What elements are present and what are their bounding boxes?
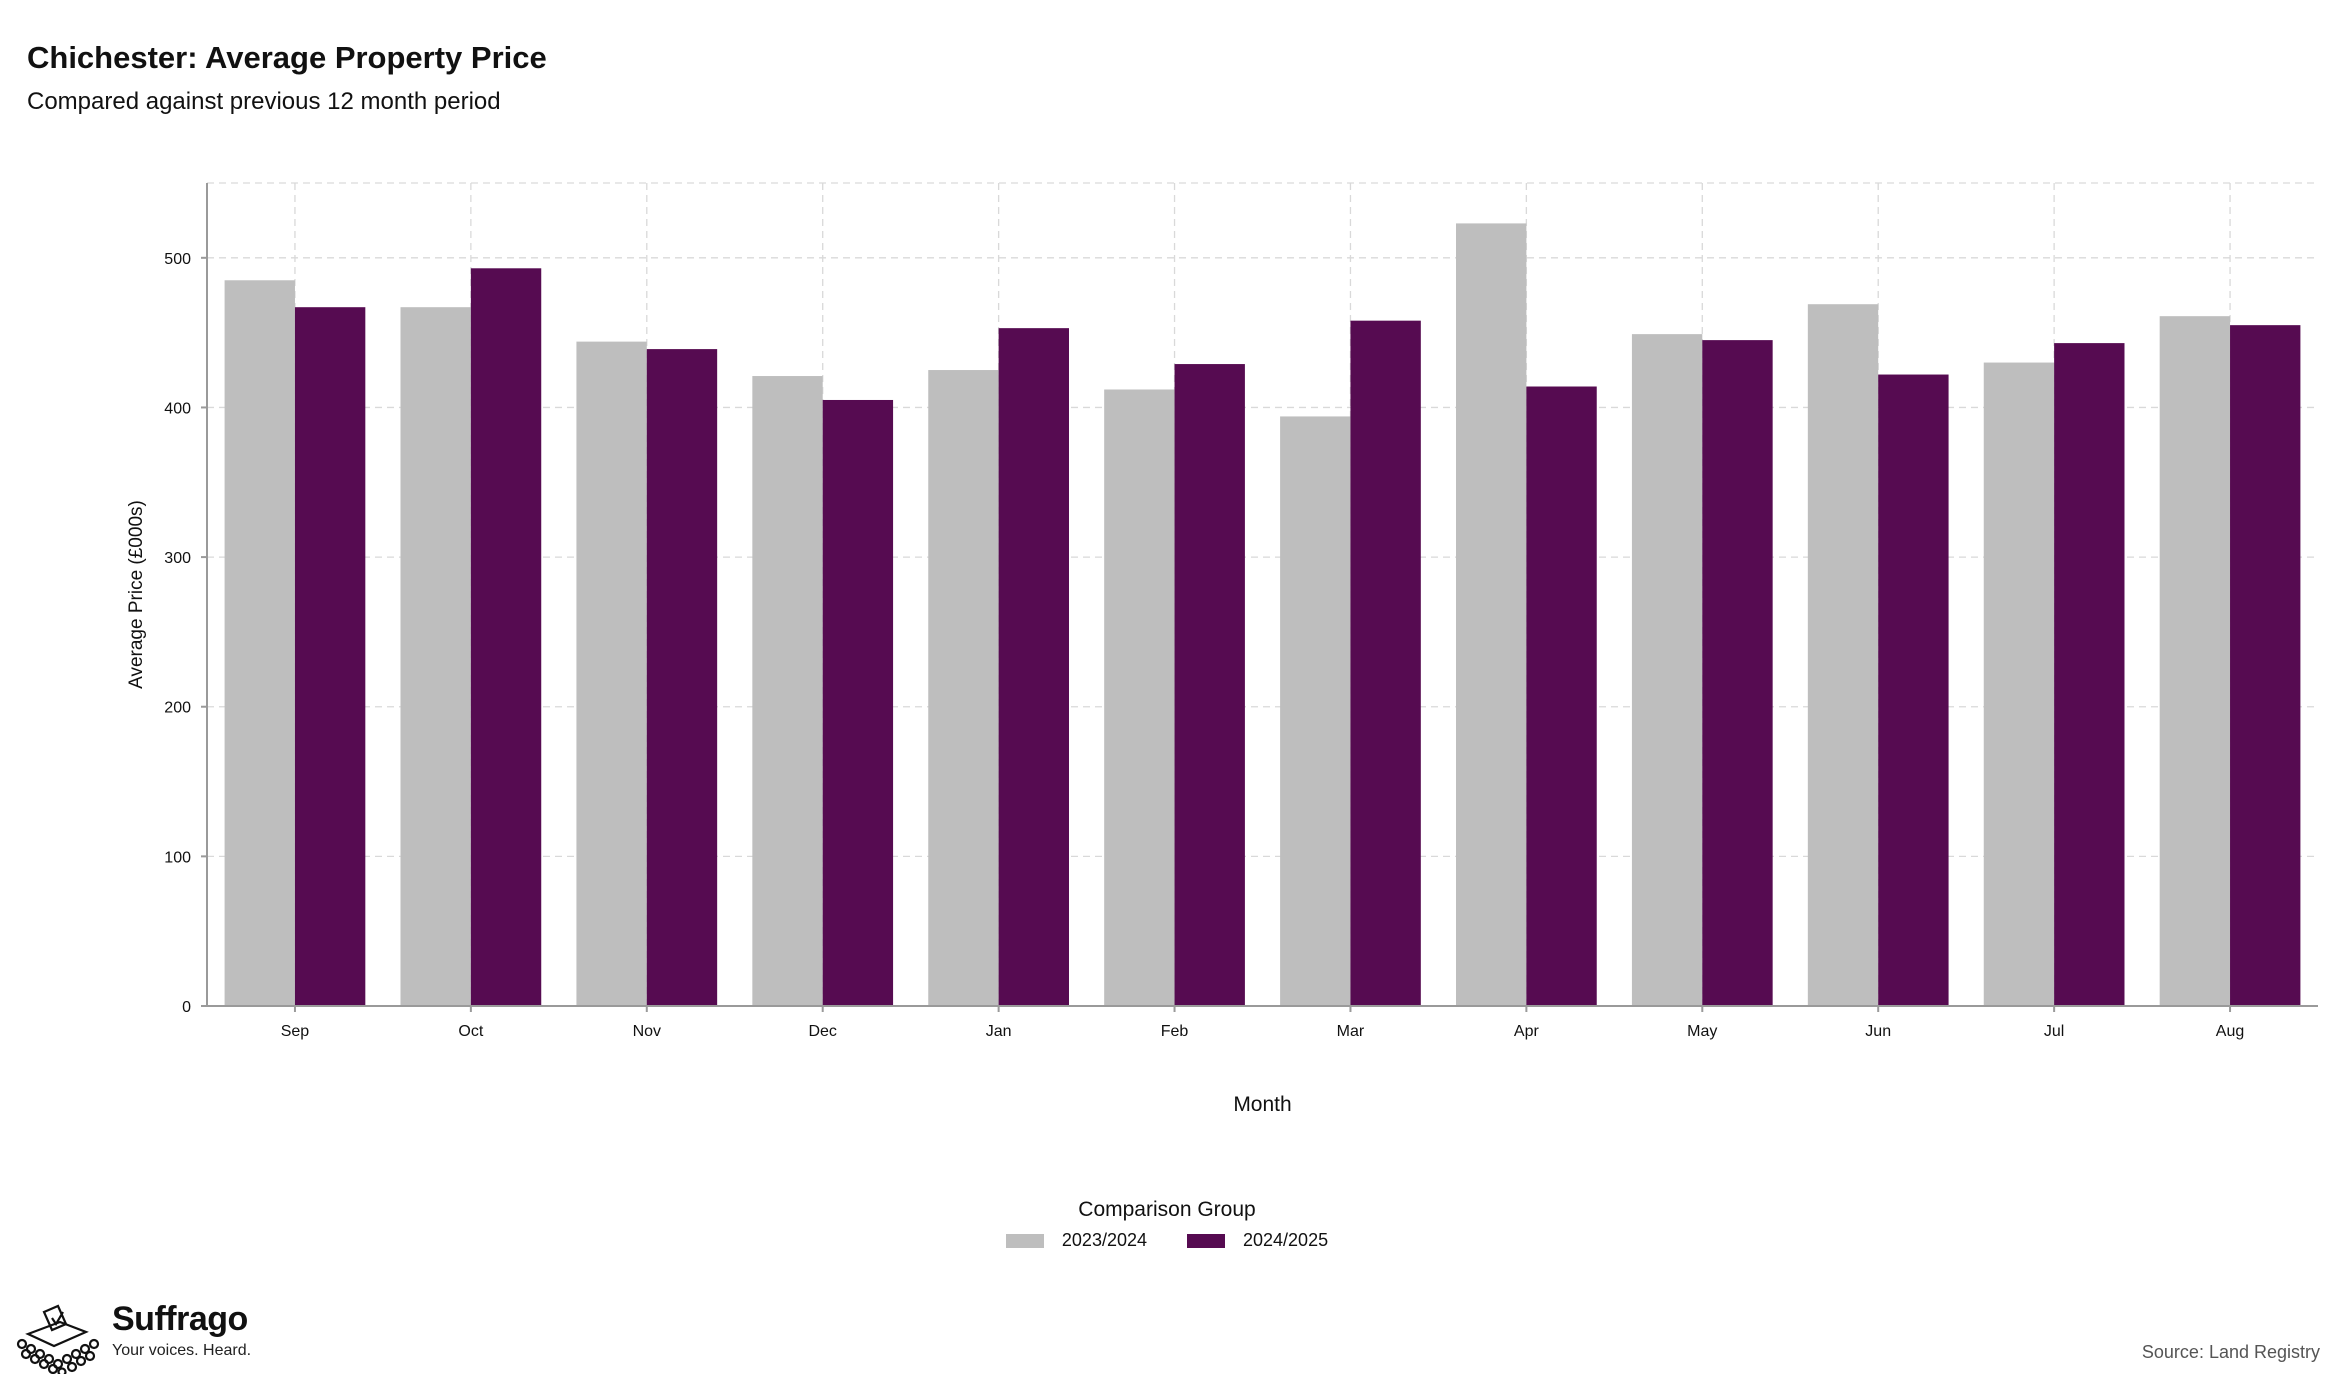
bar-jul-2023-2024 [1983,362,2055,1007]
legend-title: Comparison Group [1078,1198,1256,1221]
bar-aug-2024-2025 [2230,325,2301,1006]
brand-text: Suffrago Your voices. Heard. [112,1300,251,1360]
legend-items: 2023/2024 2024/2025 [0,1230,2334,1251]
bar-feb-2024-2025 [1174,364,1245,1006]
bar-may-2024-2025 [1702,340,1773,1007]
axes [201,183,2318,1012]
axis-labels: 0 100 200 300 400 500 Sep Oct Nov Dec Jan Feb Mar Apr… [126,251,2244,1116]
bar-aug-2023-2024 [2159,316,2231,1006]
x-tick-label-feb: Feb [1161,1023,1189,1040]
x-tick-label-dec: Dec [808,1023,836,1040]
bar-dec-2024-2025 [822,399,894,1006]
brand-tagline: Your voices. Heard. [112,1342,252,1359]
bar-oct-2024-2025 [470,268,542,1006]
bar-jun-2023-2024 [1807,304,1879,1006]
y-tick-label-300: 300 [164,550,191,567]
x-tick-label-jan: Jan [986,1023,1012,1040]
bar-feb-2023-2024 [1104,389,1175,1006]
bar-apr-2024-2025 [1526,386,1597,1006]
x-tick-label-jul: Jul [2044,1023,2064,1040]
ballot-box-crowd-icon [16,1304,100,1374]
legend: Comparison Group 2023/2024 2024/2025 [0,1198,2334,1251]
bar-nov-2023-2024 [576,341,647,1007]
bar-mar-2023-2024 [1280,416,1351,1006]
bar-may-2023-2024 [1631,334,1703,1007]
legend-item-2024-2025: 2024/2025 [1187,1230,1328,1251]
bar-apr-2023-2024 [1456,223,1527,1006]
brand: Suffrago Your voices. Heard. [14,1294,251,1374]
x-tick-label-sep: Sep [281,1023,310,1040]
legend-item-2023-2024: 2023/2024 [1005,1230,1147,1251]
x-tick-label-mar: Mar [1337,1023,1365,1040]
bar-jun-2024-2025 [1878,374,1949,1006]
bars [224,223,2301,1007]
bar-sep-2024-2025 [294,307,366,1006]
y-tick-label-500: 500 [164,251,191,268]
chart-subtitle: Compared against previous 12 month perio… [27,88,501,115]
source-note: Source: Land Registry [2141,1342,2320,1362]
chart-title: Chichester: Average Property Price [27,40,547,75]
brand-name: Suffrago [112,1300,248,1338]
bar-mar-2024-2025 [1350,320,1421,1006]
x-tick-label-aug: Aug [2216,1023,2244,1040]
bar-oct-2023-2024 [400,307,471,1006]
y-axis-title: Average Price (£000s) [126,500,147,689]
legend-label-2023-2024: 2023/2024 [1061,1230,1147,1250]
bar-jul-2024-2025 [2054,343,2125,1006]
legend-swatch-2023-2024 [1005,1233,1044,1248]
bar-sep-2023-2024 [224,280,295,1006]
bar-jan-2023-2024 [928,370,999,1007]
x-tick-label-may: May [1687,1023,1717,1040]
legend-swatch-2024-2025 [1187,1233,1225,1248]
y-tick-label-400: 400 [164,400,191,417]
x-tick-label-apr: Apr [1514,1023,1540,1040]
bar-jan-2024-2025 [998,328,1069,1006]
x-tick-label-oct: Oct [458,1023,483,1040]
y-tick-label-200: 200 [164,700,191,717]
x-axis-title: Month [1233,1093,1291,1116]
bar-dec-2023-2024 [752,376,823,1007]
bar-nov-2024-2025 [646,349,718,1006]
x-tick-label-jun: Jun [1865,1023,1891,1040]
x-tick-label-nov: Nov [633,1023,661,1040]
y-tick-label-0: 0 [182,999,191,1016]
legend-label-2024-2025: 2024/2025 [1243,1230,1329,1250]
y-tick-label-100: 100 [164,849,191,866]
